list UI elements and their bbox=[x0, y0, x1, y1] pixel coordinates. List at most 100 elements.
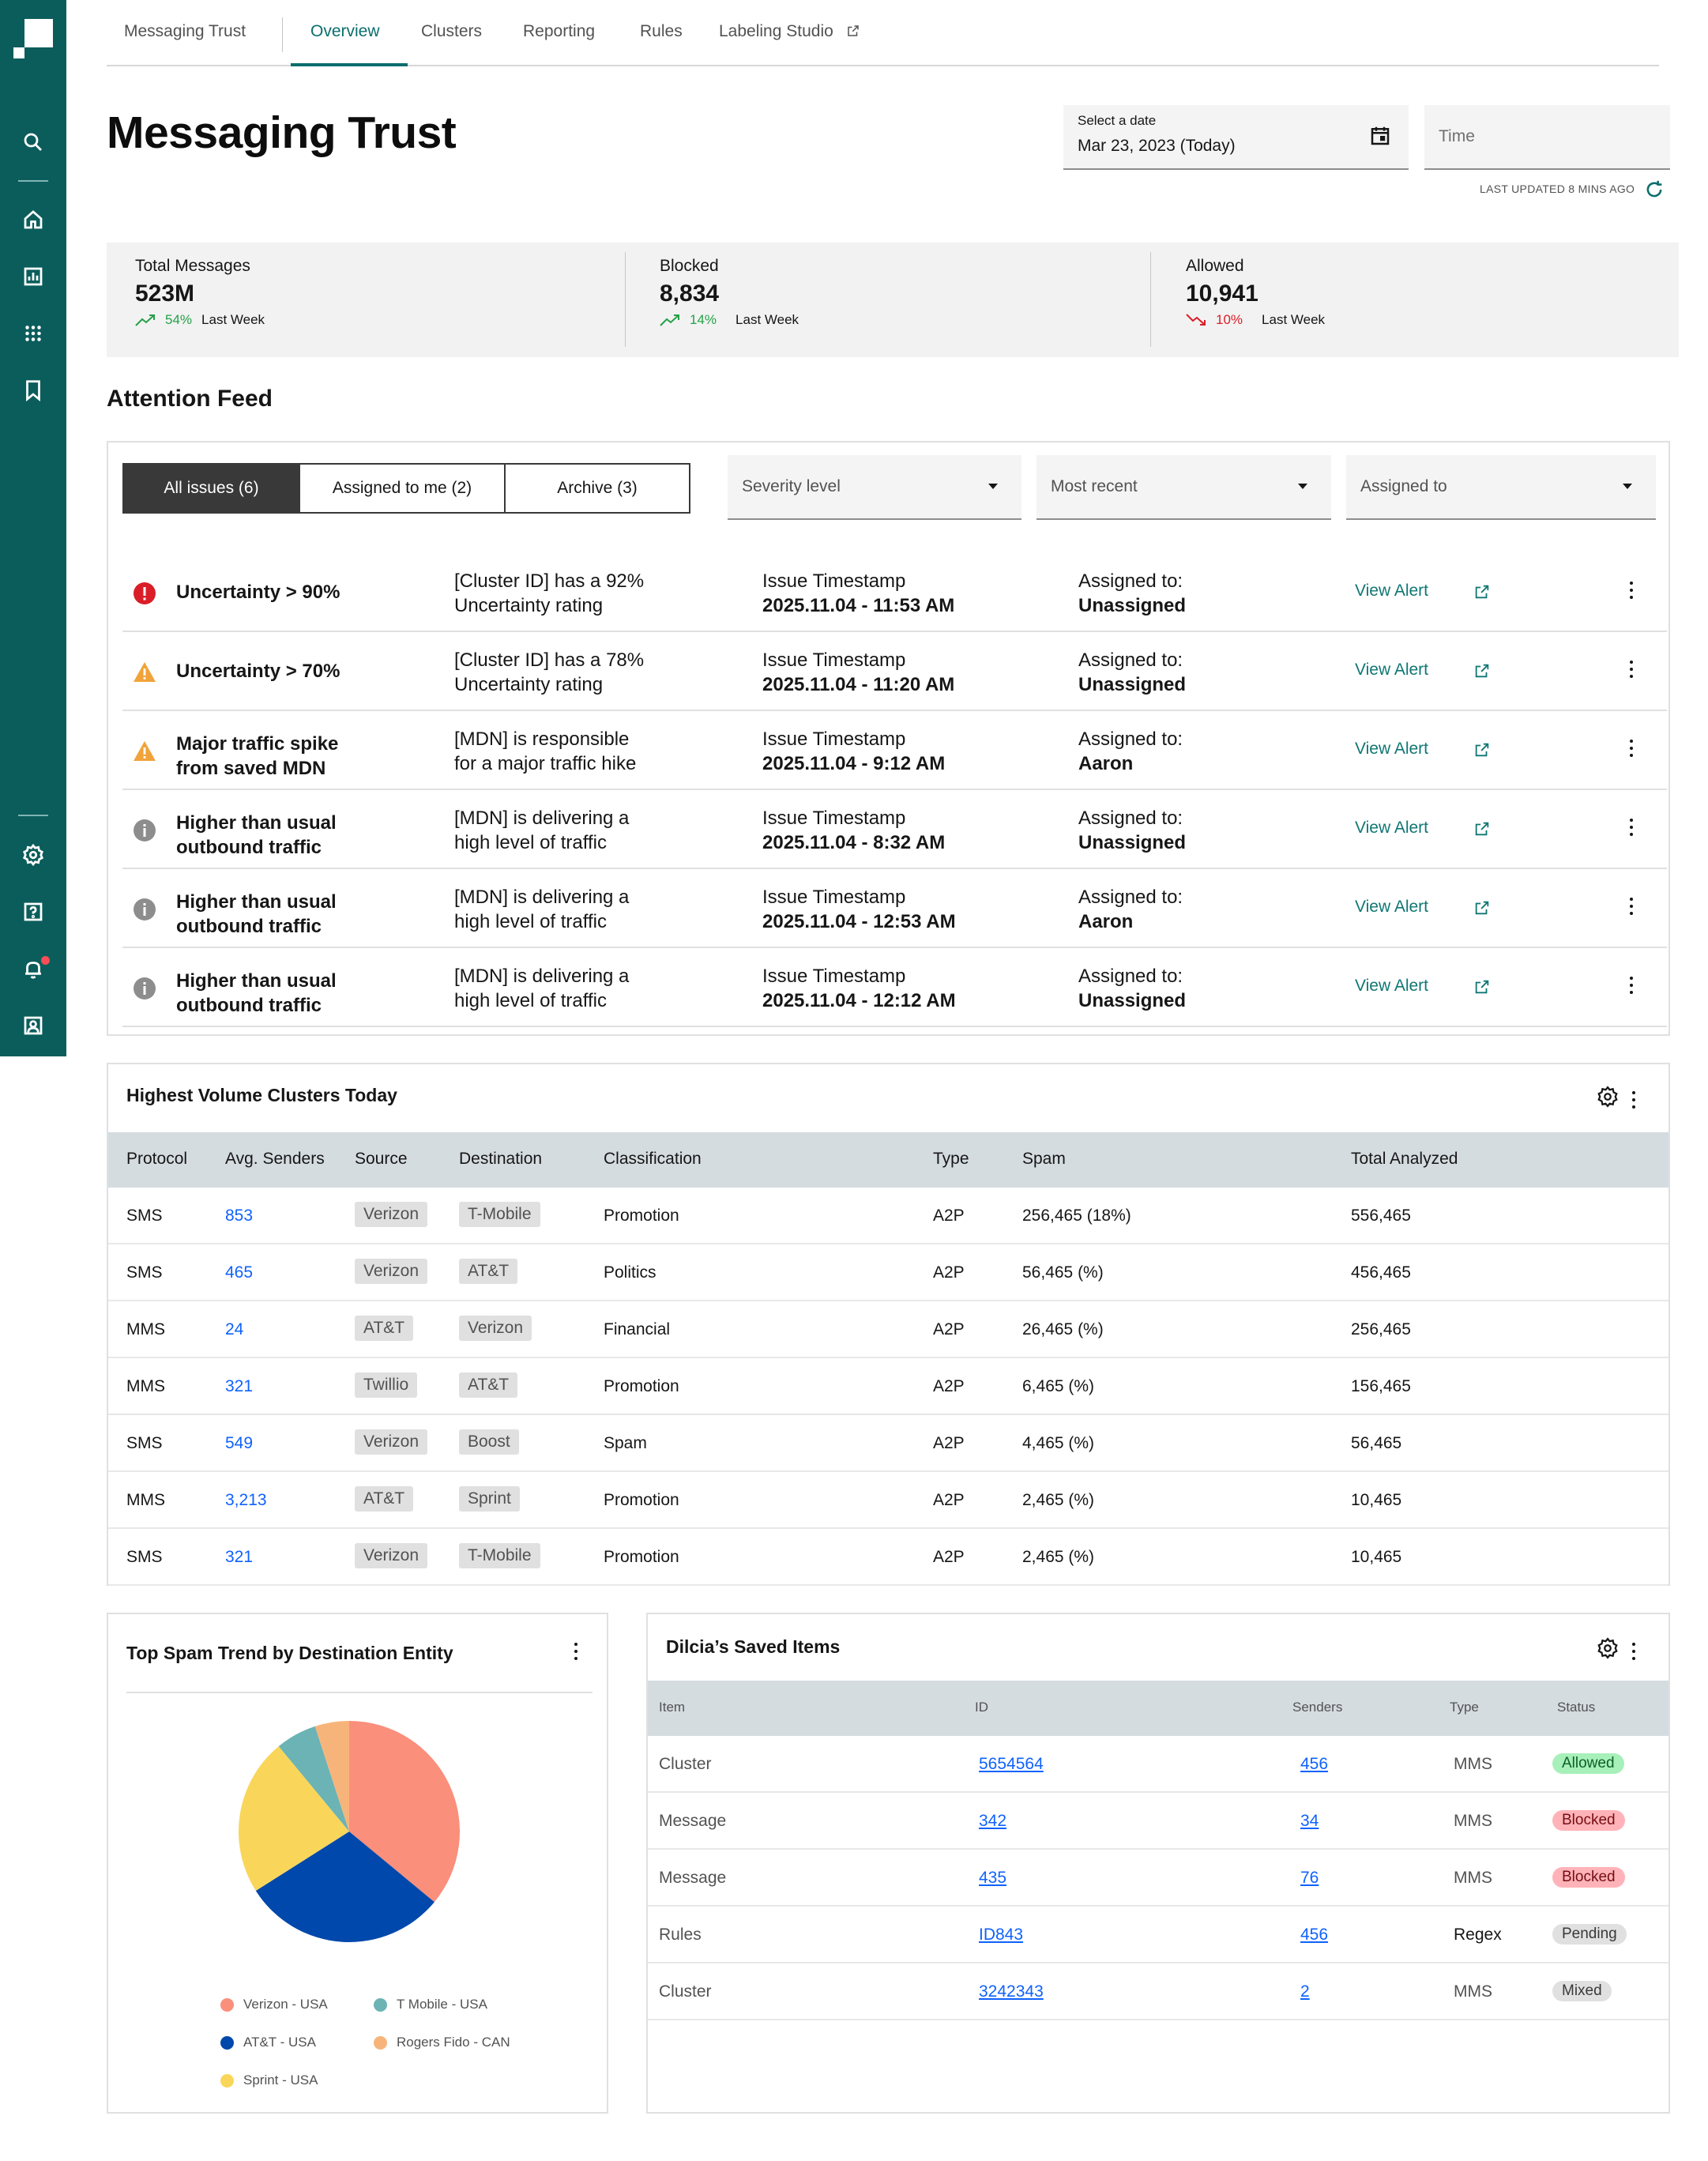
view-alert-link[interactable]: View Alert bbox=[1355, 819, 1428, 837]
legend-item: Sprint - USA bbox=[220, 2073, 318, 2088]
pie-slice-t-mobile-usa[interactable] bbox=[278, 1726, 349, 1832]
table-row[interactable]: SMS 465 Verizon AT&T Politics A2P 56,465 (%) 45… bbox=[108, 1244, 1668, 1301]
item-id-link[interactable]: 342 bbox=[979, 1812, 1007, 1830]
senders-link[interactable]: 456 bbox=[1300, 1926, 1329, 1944]
external-link-icon[interactable] bbox=[1473, 583, 1491, 600]
overflow-menu-icon[interactable] bbox=[1629, 1638, 1638, 1660]
sort-dropdown[interactable]: Most recent bbox=[1036, 455, 1331, 520]
stat-divider bbox=[625, 252, 626, 347]
table-row[interactable]: Message 342 34 MMS Blocked bbox=[648, 1793, 1668, 1850]
overflow-menu-icon[interactable] bbox=[1629, 1086, 1638, 1109]
calendar-icon[interactable] bbox=[1368, 124, 1392, 148]
overflow-menu-icon[interactable] bbox=[1623, 814, 1639, 842]
avg-senders-link[interactable]: 465 bbox=[225, 1263, 254, 1282]
table-row[interactable]: SMS 321 Verizon T-Mobile Promotion A2P 2,465 (… bbox=[108, 1529, 1668, 1586]
pie-slice-sprint-usa[interactable] bbox=[239, 1746, 349, 1892]
notification-icon[interactable] bbox=[17, 953, 50, 984]
settings-icon[interactable] bbox=[1596, 1085, 1620, 1113]
table-row[interactable]: Rules ID843 456 Regex Pending bbox=[648, 1907, 1668, 1963]
chart-icon[interactable] bbox=[17, 261, 49, 292]
senders-link[interactable]: 2 bbox=[1300, 1982, 1310, 2001]
tab-assigned-to-me[interactable]: Assigned to me (2) bbox=[299, 463, 506, 514]
nav-item-rules[interactable]: Rules bbox=[640, 22, 683, 40]
external-link-icon[interactable] bbox=[1473, 899, 1491, 917]
overflow-menu-icon[interactable] bbox=[1623, 577, 1639, 605]
item-id-link[interactable]: 5654564 bbox=[979, 1755, 1044, 1773]
pie-slice-rogers-fido-can[interactable] bbox=[314, 1721, 349, 1832]
tab-all-issues[interactable]: All issues (6) bbox=[122, 463, 300, 514]
nav-item-labeling-studio[interactable]: Labeling Studio bbox=[719, 22, 860, 41]
nav-item-overview[interactable]: Overview bbox=[310, 22, 380, 40]
column-header[interactable]: Avg. Senders bbox=[225, 1150, 325, 1168]
senders-link[interactable]: 76 bbox=[1300, 1869, 1319, 1887]
column-header[interactable]: Classification bbox=[604, 1150, 702, 1168]
table-row[interactable]: Cluster 5654564 456 MMS Allowed bbox=[648, 1736, 1668, 1793]
table-row[interactable]: MMS 3,213 AT&T Sprint Promotion A2P 2,465 (%) 1… bbox=[108, 1472, 1668, 1529]
overflow-menu-icon[interactable] bbox=[1623, 656, 1639, 684]
column-header[interactable]: Protocol bbox=[126, 1150, 188, 1168]
item-id-link[interactable]: 435 bbox=[979, 1869, 1007, 1887]
overflow-menu-icon[interactable] bbox=[1623, 972, 1639, 1000]
user-profile-icon[interactable] bbox=[17, 1010, 49, 1041]
help-icon[interactable] bbox=[17, 896, 49, 928]
avg-senders-link[interactable]: 24 bbox=[225, 1320, 244, 1338]
column-header[interactable]: Status bbox=[1557, 1700, 1596, 1715]
table-row[interactable]: MMS 321 Twillio AT&T Promotion A2P 6,465 (%) 15… bbox=[108, 1358, 1668, 1415]
bookmark-icon[interactable] bbox=[17, 375, 49, 406]
column-header[interactable]: Spam bbox=[1022, 1150, 1066, 1168]
view-alert-link[interactable]: View Alert bbox=[1355, 661, 1428, 679]
column-header[interactable]: Senders bbox=[1292, 1700, 1343, 1715]
view-alert-link[interactable]: View Alert bbox=[1355, 898, 1428, 916]
column-header[interactable]: Source bbox=[355, 1150, 408, 1168]
column-header[interactable]: Type bbox=[933, 1150, 969, 1168]
table-row[interactable]: MMS 24 AT&T Verizon Financial A2P 26,465 (%) 25… bbox=[108, 1301, 1668, 1358]
date-picker[interactable]: Select a date Mar 23, 2023 (Today) bbox=[1063, 105, 1409, 170]
avg-senders-link[interactable]: 321 bbox=[225, 1377, 254, 1395]
external-link-icon[interactable] bbox=[1473, 820, 1491, 838]
table-row[interactable]: SMS 549 Verizon Boost Spam A2P 4,465 (%) 56,465 bbox=[108, 1415, 1668, 1472]
table-row[interactable]: SMS 853 Verizon T-Mobile Promotion A2P 256,465… bbox=[108, 1188, 1668, 1244]
column-header[interactable]: Destination bbox=[459, 1150, 543, 1168]
nav-item-messaging-trust[interactable]: Messaging Trust bbox=[124, 22, 246, 40]
nav-item-clusters[interactable]: Clusters bbox=[421, 22, 483, 40]
overflow-menu-icon[interactable] bbox=[1623, 893, 1639, 921]
search-icon[interactable] bbox=[17, 126, 49, 158]
table-row[interactable]: Cluster 3242343 2 MMS Mixed bbox=[648, 1963, 1668, 2020]
external-link-icon[interactable] bbox=[1473, 978, 1491, 996]
date-picker-label: Select a date bbox=[1078, 113, 1157, 128]
column-header[interactable]: ID bbox=[975, 1700, 988, 1715]
item-id-link[interactable]: ID843 bbox=[979, 1926, 1024, 1944]
legend-label: AT&T - USA bbox=[243, 2035, 316, 2050]
pie-slice-at-t-usa[interactable] bbox=[255, 1832, 435, 1942]
table-row[interactable]: Message 435 76 MMS Blocked bbox=[648, 1850, 1668, 1907]
nav-item-reporting[interactable]: Reporting bbox=[523, 22, 596, 40]
external-link-icon[interactable] bbox=[1473, 741, 1491, 759]
settings-icon[interactable] bbox=[1596, 1636, 1620, 1664]
avg-senders-link[interactable]: 853 bbox=[225, 1207, 254, 1225]
view-alert-link[interactable]: View Alert bbox=[1355, 582, 1428, 600]
refresh-icon[interactable] bbox=[1643, 179, 1665, 201]
time-input[interactable]: Time bbox=[1424, 105, 1670, 170]
apps-grid-icon[interactable] bbox=[17, 318, 49, 349]
senders-link[interactable]: 34 bbox=[1300, 1812, 1319, 1830]
senders-link[interactable]: 456 bbox=[1300, 1755, 1329, 1773]
home-icon[interactable] bbox=[17, 204, 49, 235]
app-logo[interactable] bbox=[13, 19, 53, 58]
overflow-menu-icon[interactable] bbox=[1623, 735, 1639, 763]
column-header[interactable]: Type bbox=[1450, 1700, 1479, 1715]
item-id-link[interactable]: 3242343 bbox=[979, 1982, 1044, 2001]
severity-filter-dropdown[interactable]: Severity level bbox=[728, 455, 1021, 520]
external-link-icon[interactable] bbox=[1473, 662, 1491, 680]
pie-slice-verizon-usa[interactable] bbox=[349, 1721, 460, 1903]
avg-senders-link[interactable]: 3,213 bbox=[225, 1491, 267, 1509]
view-alert-link[interactable]: View Alert bbox=[1355, 740, 1428, 758]
column-header[interactable]: Item bbox=[659, 1700, 686, 1715]
tab-archive[interactable]: Archive (3) bbox=[504, 463, 690, 514]
view-alert-link[interactable]: View Alert bbox=[1355, 977, 1428, 995]
avg-senders-link[interactable]: 321 bbox=[225, 1548, 254, 1566]
settings-icon[interactable] bbox=[17, 839, 49, 871]
assignee-filter-dropdown[interactable]: Assigned to bbox=[1346, 455, 1656, 520]
avg-senders-link[interactable]: 549 bbox=[225, 1434, 254, 1452]
column-header[interactable]: Total Analyzed bbox=[1351, 1150, 1458, 1168]
overflow-menu-icon[interactable] bbox=[571, 1638, 581, 1660]
